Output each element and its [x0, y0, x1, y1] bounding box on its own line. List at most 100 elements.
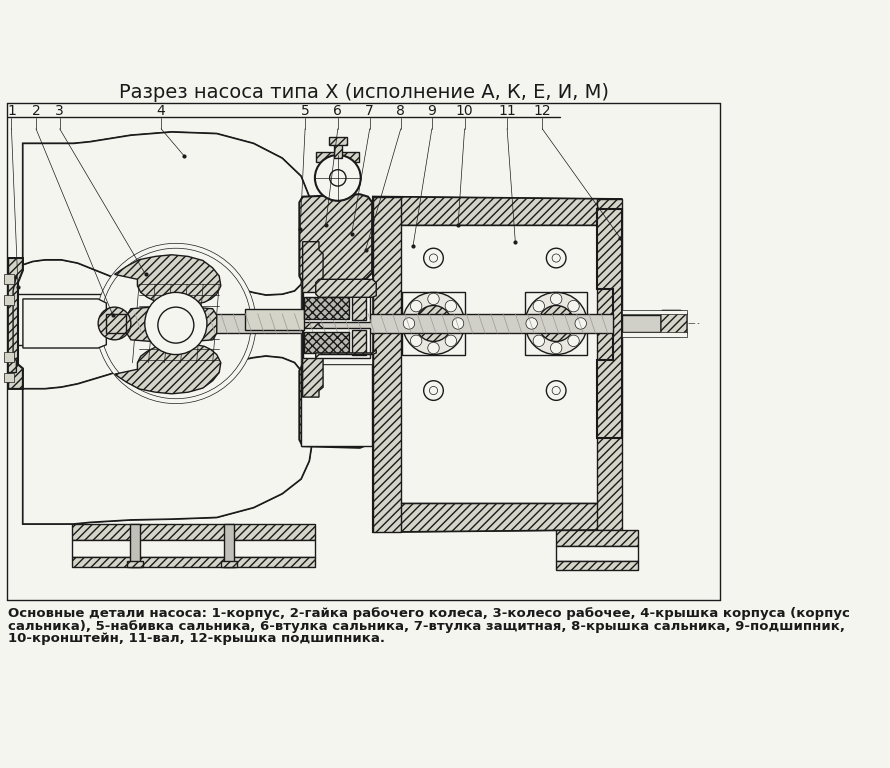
Polygon shape	[72, 524, 315, 540]
Polygon shape	[137, 280, 221, 369]
Bar	[352, 330, 367, 355]
Polygon shape	[303, 242, 323, 397]
Circle shape	[416, 306, 451, 342]
Polygon shape	[316, 280, 376, 297]
Circle shape	[546, 381, 566, 400]
Circle shape	[533, 335, 545, 346]
Polygon shape	[556, 530, 638, 546]
Circle shape	[575, 318, 587, 329]
Circle shape	[329, 170, 346, 186]
Polygon shape	[8, 258, 23, 389]
Bar	[301, 283, 372, 364]
Circle shape	[452, 318, 464, 329]
Circle shape	[403, 318, 415, 329]
Text: сальника), 5-набивка сальника, 6-втулка сальника, 7-втулка защитная, 8-крышка са: сальника), 5-набивка сальника, 6-втулка …	[8, 620, 846, 633]
Bar	[4, 372, 14, 382]
Polygon shape	[299, 362, 372, 448]
Bar	[621, 316, 681, 332]
Bar	[4, 274, 14, 284]
Polygon shape	[115, 255, 221, 304]
Polygon shape	[115, 345, 221, 394]
Circle shape	[552, 386, 561, 395]
Bar	[525, 293, 587, 355]
Polygon shape	[23, 356, 312, 524]
Polygon shape	[23, 356, 312, 524]
Bar	[301, 283, 372, 364]
Bar	[126, 561, 143, 568]
Polygon shape	[72, 540, 315, 557]
Polygon shape	[597, 199, 621, 530]
Circle shape	[429, 386, 438, 395]
Polygon shape	[23, 132, 312, 295]
Bar	[303, 329, 369, 358]
Circle shape	[526, 318, 538, 329]
Bar	[8, 294, 118, 345]
Circle shape	[410, 335, 422, 346]
Polygon shape	[316, 349, 376, 358]
Bar	[221, 561, 238, 568]
Bar	[4, 352, 14, 362]
Polygon shape	[373, 197, 621, 532]
Polygon shape	[23, 299, 106, 348]
Bar	[303, 293, 369, 322]
Bar	[328, 137, 347, 145]
Circle shape	[145, 293, 207, 355]
Bar	[304, 297, 349, 319]
Bar	[352, 296, 367, 320]
Text: 7: 7	[365, 104, 374, 118]
Bar	[224, 524, 234, 568]
Polygon shape	[72, 557, 315, 568]
Circle shape	[525, 293, 587, 355]
Bar	[246, 309, 304, 330]
Text: 3: 3	[55, 104, 64, 118]
Circle shape	[101, 248, 251, 399]
Polygon shape	[373, 197, 621, 225]
Polygon shape	[556, 546, 638, 561]
Circle shape	[445, 335, 457, 346]
Bar	[316, 152, 359, 161]
Circle shape	[315, 155, 360, 200]
Bar	[621, 310, 687, 314]
Circle shape	[445, 300, 457, 312]
Polygon shape	[126, 306, 217, 343]
Circle shape	[428, 293, 440, 305]
Circle shape	[428, 343, 440, 354]
Circle shape	[402, 293, 465, 355]
Bar	[4, 295, 14, 305]
Text: 6: 6	[334, 104, 343, 118]
Circle shape	[410, 300, 422, 312]
Text: 10: 10	[456, 104, 473, 118]
Bar	[106, 313, 613, 333]
Text: 9: 9	[427, 104, 436, 118]
Polygon shape	[299, 194, 372, 283]
Bar	[328, 156, 348, 198]
Bar	[301, 364, 372, 446]
Circle shape	[538, 306, 574, 342]
Circle shape	[568, 300, 579, 312]
Polygon shape	[556, 561, 638, 571]
Text: 8: 8	[396, 104, 405, 118]
Bar	[130, 524, 140, 568]
Circle shape	[429, 254, 438, 262]
Text: 4: 4	[157, 104, 166, 118]
Circle shape	[533, 300, 545, 312]
Text: 1: 1	[7, 104, 16, 118]
Text: 10-кронштейн, 11-вал, 12-крышка подшипника.: 10-кронштейн, 11-вал, 12-крышка подшипни…	[8, 632, 385, 645]
Bar	[106, 313, 126, 333]
Polygon shape	[23, 132, 312, 295]
Bar	[334, 142, 342, 158]
Circle shape	[552, 254, 561, 262]
Circle shape	[546, 248, 566, 268]
Polygon shape	[597, 209, 621, 438]
Text: 11: 11	[498, 104, 516, 118]
Polygon shape	[661, 310, 687, 336]
Polygon shape	[8, 276, 16, 372]
Circle shape	[98, 307, 131, 339]
Circle shape	[550, 343, 562, 354]
Circle shape	[550, 293, 562, 305]
Text: 12: 12	[533, 104, 551, 118]
Bar	[621, 333, 687, 336]
Circle shape	[96, 243, 256, 404]
Polygon shape	[373, 197, 400, 532]
Circle shape	[424, 381, 443, 400]
